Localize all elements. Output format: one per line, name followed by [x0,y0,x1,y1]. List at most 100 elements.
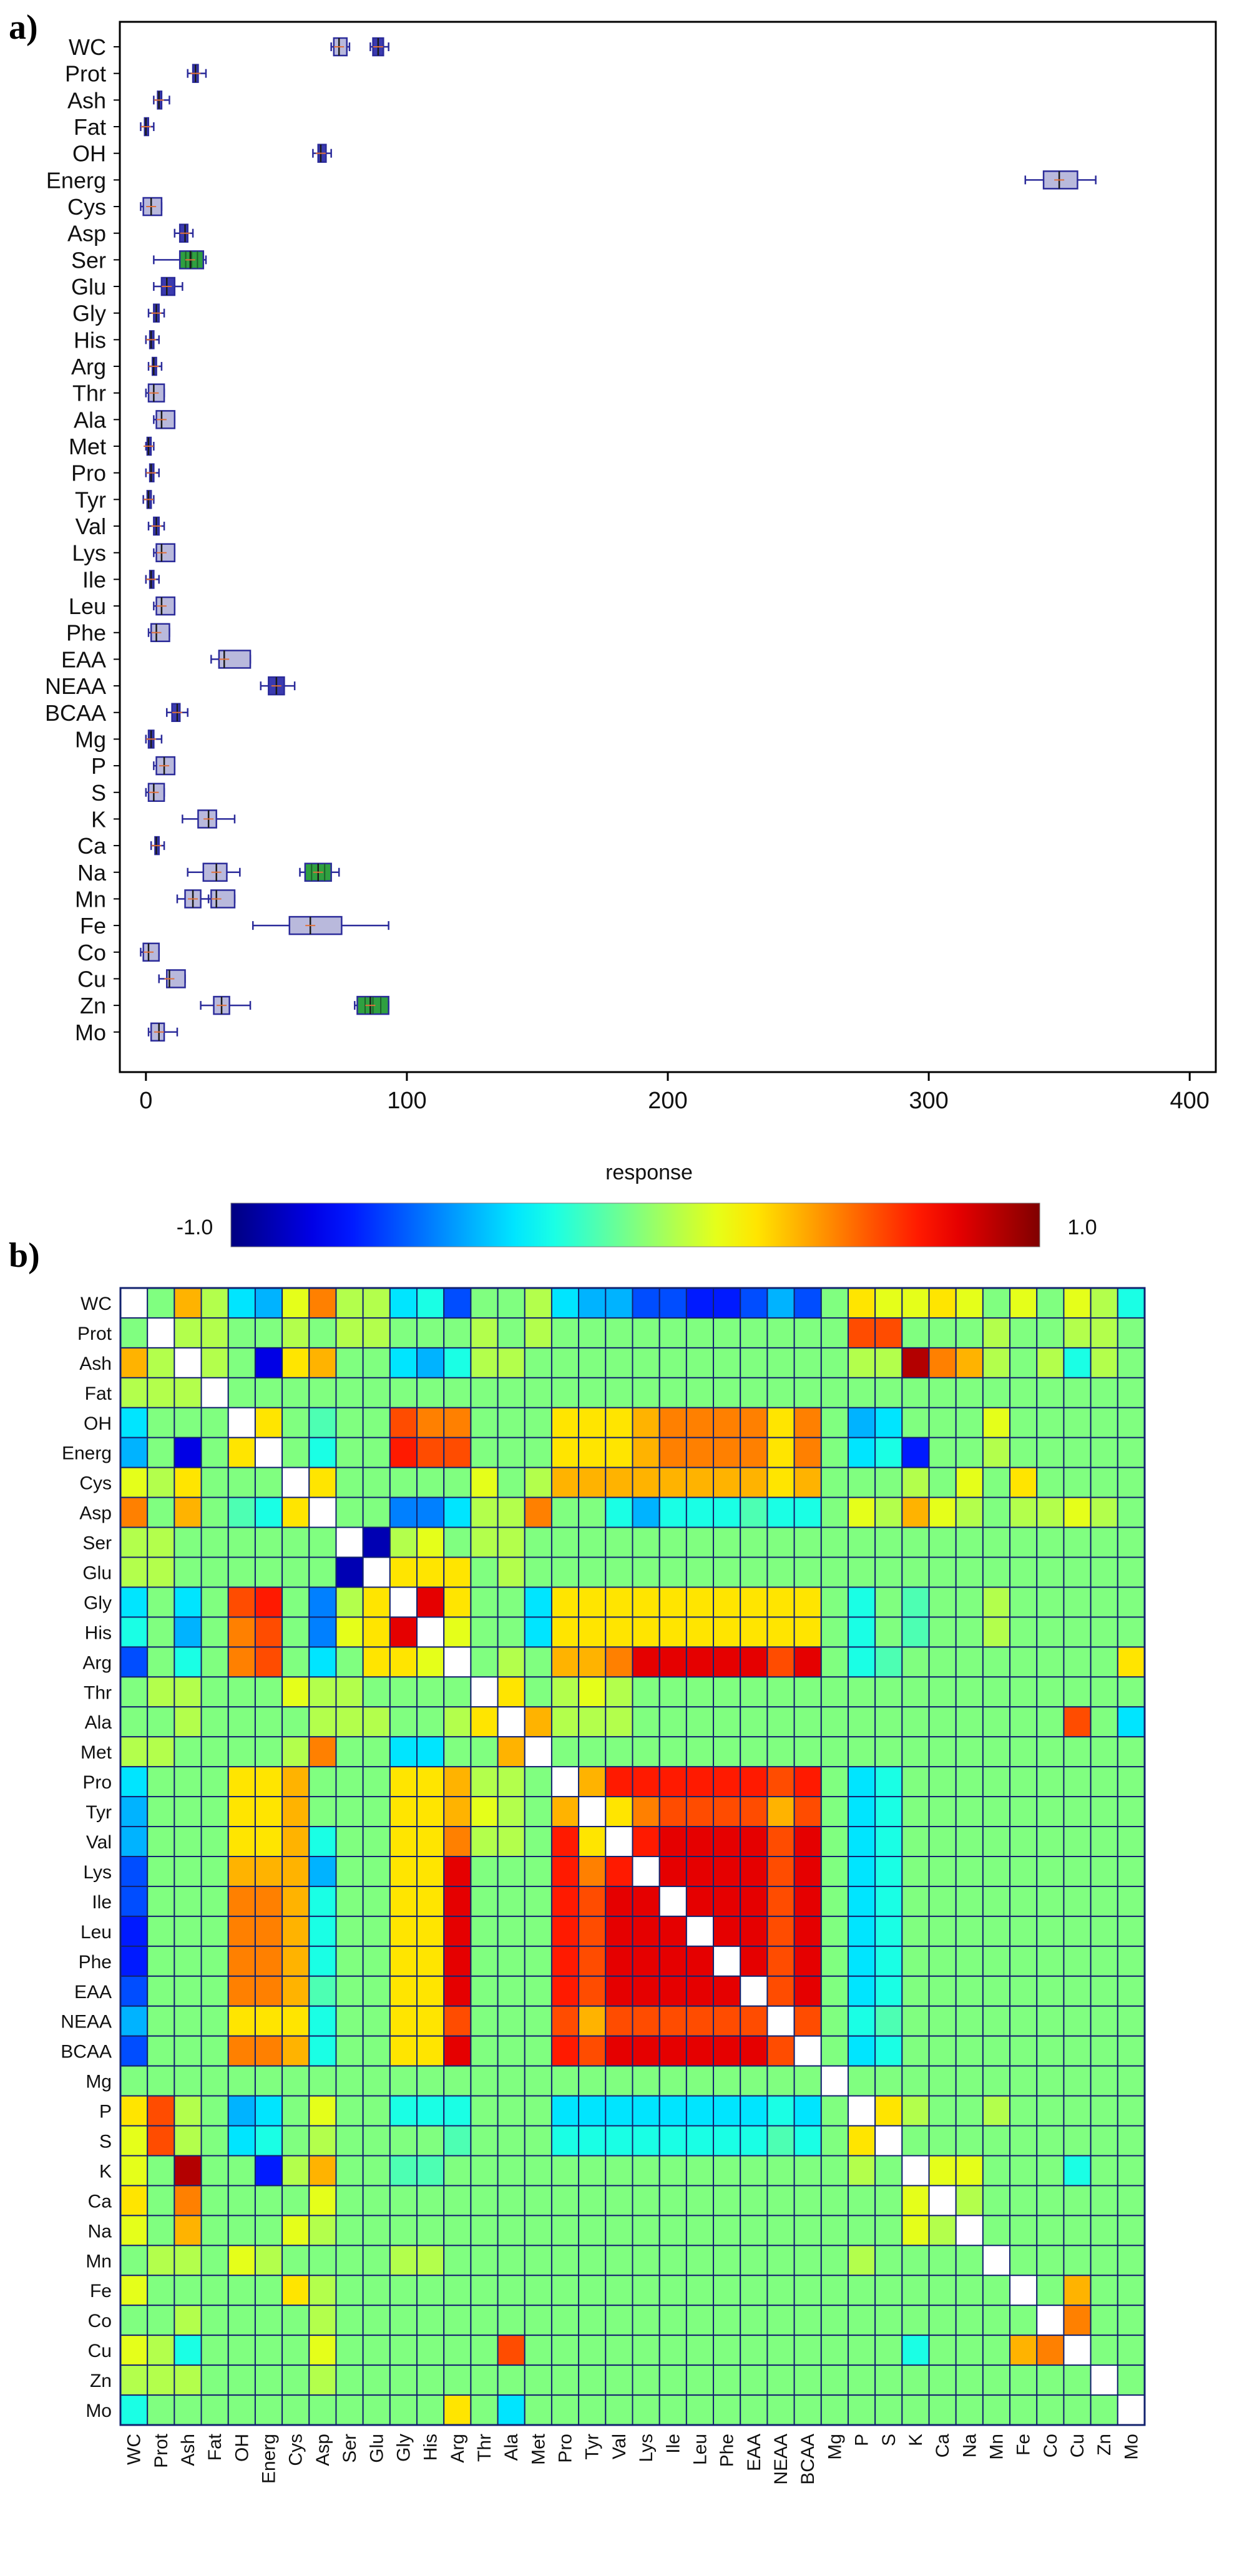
heatmap-cell [1063,2185,1092,2217]
heatmap-cell [658,2215,687,2247]
x-tick-label: 300 [909,1088,948,1114]
y-tick-label: Cys [67,194,106,220]
x-tick-label: 400 [1170,1088,1209,1114]
heatmap-cell [1063,1826,1092,1858]
heatmap-cell [1009,1945,1038,1977]
heatmap-cell [793,2364,822,2396]
heatmap-cell [362,1796,391,1828]
heatmap-cell [524,2305,552,2336]
heatmap-cell [1009,2334,1038,2366]
heatmap-cell [713,1915,741,1947]
heatmap-cell [632,2364,660,2396]
heatmap-cell [1063,2334,1092,2366]
heatmap-cell [389,2394,418,2426]
heatmap-cell [443,1437,472,1468]
heatmap-cell [362,2215,391,2247]
heatmap-cell [1009,2394,1038,2426]
heatmap-cell [147,1407,175,1438]
heatmap-cell [1009,2364,1038,2396]
heatmap-cell [470,1287,499,1319]
heatmap-cell [982,2185,1011,2217]
heatmap-cell [1063,2065,1092,2097]
heatmap-cell [766,1766,795,1798]
heatmap-cell [740,1586,768,1618]
heatmap-cell [1117,1616,1146,1648]
heatmap-cell [901,2095,930,2127]
heatmap-cell [820,2334,849,2366]
heatmap-cell [740,1766,768,1798]
heatmap-cell [227,2125,256,2157]
heatmap-cell [227,1616,256,1648]
heatmap-cell [685,2334,715,2366]
heatmap-cell [174,2245,202,2276]
heatmap-cell [416,1496,445,1528]
heatmap-cell [740,1856,768,1887]
heatmap-cell [820,1796,849,1828]
heatmap-cell [874,1676,903,1708]
heatmap-cell [389,1945,418,1977]
heatmap-cell [955,1407,984,1438]
heatmap-cell [227,1975,256,2007]
heatmap-cell [550,1377,580,1408]
heatmap-cell [1117,1766,1146,1798]
heatmap-cell [685,2185,715,2217]
heatmap-cell [174,2275,202,2306]
heatmap-cell [713,2275,741,2306]
y-tick-label: OH [72,141,106,167]
heatmap-cell [497,1496,526,1528]
heatmap-cell [874,2245,903,2276]
heatmap-cell [1117,1526,1146,1558]
heatmap-row-label: Leu [81,1922,112,1943]
heatmap-cell [227,1676,256,1708]
heatmap-cell [1063,1317,1092,1349]
y-tick-label: Met [69,434,106,459]
heatmap-cell [928,1856,957,1887]
heatmap-cell [982,1945,1011,1977]
heatmap-cell [928,1407,957,1438]
heatmap-cell [362,2334,391,2366]
heatmap-cell [362,1676,391,1708]
heatmap-cell [982,1766,1011,1798]
heatmap-cell [389,1347,418,1378]
heatmap-cell [416,1766,445,1798]
heatmap-cell [524,2275,552,2306]
heatmap-cell [955,1676,984,1708]
heatmap-cell [740,1377,768,1408]
heatmap-cell [982,2275,1011,2306]
heatmap-cell [955,1347,984,1378]
heatmap-cell [982,2305,1011,2336]
heatmap-cell [497,2155,526,2187]
heatmap-cell [524,2065,552,2097]
heatmap-cell [227,2305,256,2336]
heatmap-cell [1117,2364,1146,2396]
heatmap-cell [658,1826,687,1858]
heatmap-cell [389,2364,418,2396]
heatmap-row-label: Ash [79,1354,112,1374]
heatmap-cell [632,2125,660,2157]
heatmap-cell [443,1766,472,1798]
heatmap-cell [1009,1496,1038,1528]
y-tick-label: BCAA [45,700,106,726]
heatmap-cell [416,1736,445,1768]
heatmap-cell [254,2125,283,2157]
heatmap-cell [955,1496,984,1528]
heatmap-cell [740,1646,768,1678]
heatmap-cell [605,2245,633,2276]
heatmap-cell [793,1826,822,1858]
heatmap-cell [632,2215,660,2247]
heatmap-cell [308,2005,337,2037]
heatmap-cell [416,1915,445,1947]
heatmap-row-label: Prot [77,1324,112,1344]
heatmap-cell [578,1826,607,1858]
heatmap-cell [1009,1975,1038,2007]
heatmap-cell [955,1616,984,1648]
heatmap-cell [147,2005,175,2037]
heatmap-cell [901,2305,930,2336]
heatmap-cell [1117,2394,1146,2426]
heatmap-row-label: Ca [88,2191,112,2212]
heatmap-cell [1063,1616,1092,1648]
heatmap-cell [120,2005,149,2037]
x-tick-label: 0 [139,1088,152,1114]
heatmap-cell [982,1706,1011,1738]
heatmap-cell [1036,1945,1065,1977]
